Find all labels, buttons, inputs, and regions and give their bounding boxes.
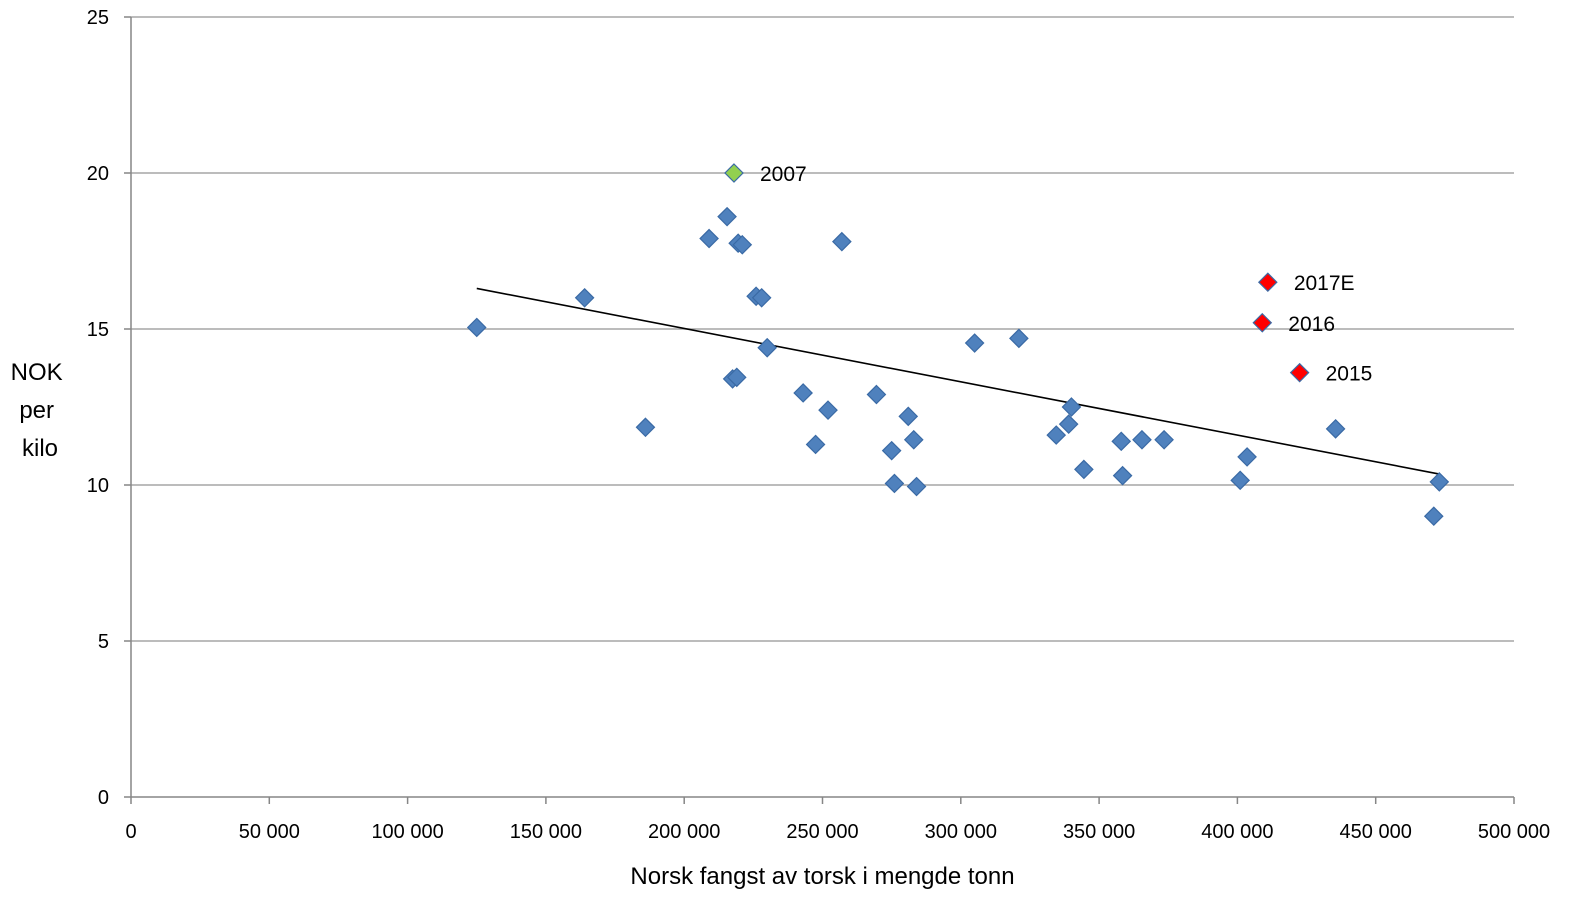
- data-point-21: [906, 476, 927, 497]
- data-point-34: [1325, 418, 1346, 439]
- data-point-8: [732, 234, 753, 255]
- x-tick-label-7: 350 000: [1063, 821, 1135, 843]
- data-point-14: [818, 400, 838, 420]
- data-point-4: [717, 206, 737, 227]
- data-point-20: [903, 429, 924, 450]
- y-tick-label-3: 15: [87, 319, 109, 341]
- x-axis-title: Norsk fangst av torsk i mengde tonn: [630, 863, 1014, 890]
- y-tick-label-0: 0: [98, 787, 109, 809]
- point-label-2016: 2016: [1288, 313, 1335, 336]
- x-tick-label-8: 400 000: [1201, 821, 1273, 843]
- y-tick-label-4: 20: [87, 163, 109, 185]
- data-point-0: [466, 317, 487, 338]
- y-tick-label-5: 25: [87, 7, 109, 29]
- data-point-2007: [724, 163, 744, 183]
- data-point-23: [1009, 328, 1029, 349]
- data-point-15: [832, 231, 852, 252]
- y-axis-title-line-2: per: [19, 397, 54, 424]
- data-point-30: [1132, 429, 1152, 450]
- y-axis-title-line-1: NOK: [11, 359, 63, 386]
- data-point-18: [884, 473, 905, 494]
- point-label-2017E: 2017E: [1294, 272, 1355, 295]
- data-point-22: [964, 333, 985, 353]
- data-point-17: [881, 440, 902, 461]
- data-point-36: [1429, 472, 1450, 492]
- data-point-25: [1058, 414, 1079, 435]
- x-tick-label-4: 200 000: [648, 821, 720, 843]
- y-axis-title: NOK per kilo: [11, 359, 70, 462]
- x-tick-label-3: 150 000: [510, 821, 582, 843]
- data-point-12: [793, 383, 813, 403]
- x-tick-label-6: 300 000: [925, 821, 997, 843]
- point-label-2015: 2015: [1326, 363, 1373, 386]
- trendline: [476, 287, 1440, 475]
- data-point-32: [1230, 470, 1251, 491]
- data-point-16: [866, 384, 887, 405]
- data-point-13: [805, 434, 826, 455]
- data-point-35: [1423, 506, 1444, 527]
- gridlines: [131, 16, 1514, 642]
- data-point-27: [1074, 459, 1094, 480]
- data-point-28: [1111, 431, 1132, 452]
- data-point-10: [751, 287, 772, 308]
- data-point-11: [757, 337, 778, 358]
- data-point-2015: [1289, 362, 1310, 383]
- y-tick-label-1: 5: [98, 631, 109, 653]
- x-tick-label-10: 500 000: [1478, 821, 1550, 843]
- data-point-33: [1237, 447, 1257, 467]
- data-point-26: [1061, 397, 1082, 417]
- data-point-24: [1046, 425, 1067, 445]
- data-point-1: [574, 287, 595, 308]
- y-axis-title-line-3: kilo: [22, 435, 58, 462]
- x-tick-label-0: 0: [125, 821, 136, 843]
- data-point-2: [635, 417, 656, 438]
- data-point-2016: [1252, 312, 1273, 333]
- data-point-2017E: [1257, 272, 1278, 293]
- data-point-31: [1154, 429, 1174, 450]
- data-point-29: [1112, 465, 1133, 486]
- tick-labels: 0 5 10 15 20 25 0 50 000 100 000 150 000 200 000 25…: [87, 7, 1550, 843]
- x-tick-label-2: 100 000: [371, 821, 443, 843]
- point-labels: 2007 2017E 2016 2015: [760, 163, 1372, 386]
- point-label-2007: 2007: [760, 163, 807, 186]
- x-tick-label-5: 250 000: [786, 821, 858, 843]
- data-point-3: [699, 228, 719, 249]
- x-tick-label-1: 50 000: [239, 821, 300, 843]
- data-points: [466, 163, 1450, 527]
- trendline-group: [476, 287, 1440, 475]
- data-point-6: [726, 367, 747, 388]
- x-tick-label-9: 450 000: [1340, 821, 1412, 843]
- y-tick-label-2: 10: [87, 475, 109, 497]
- data-point-19: [898, 406, 919, 427]
